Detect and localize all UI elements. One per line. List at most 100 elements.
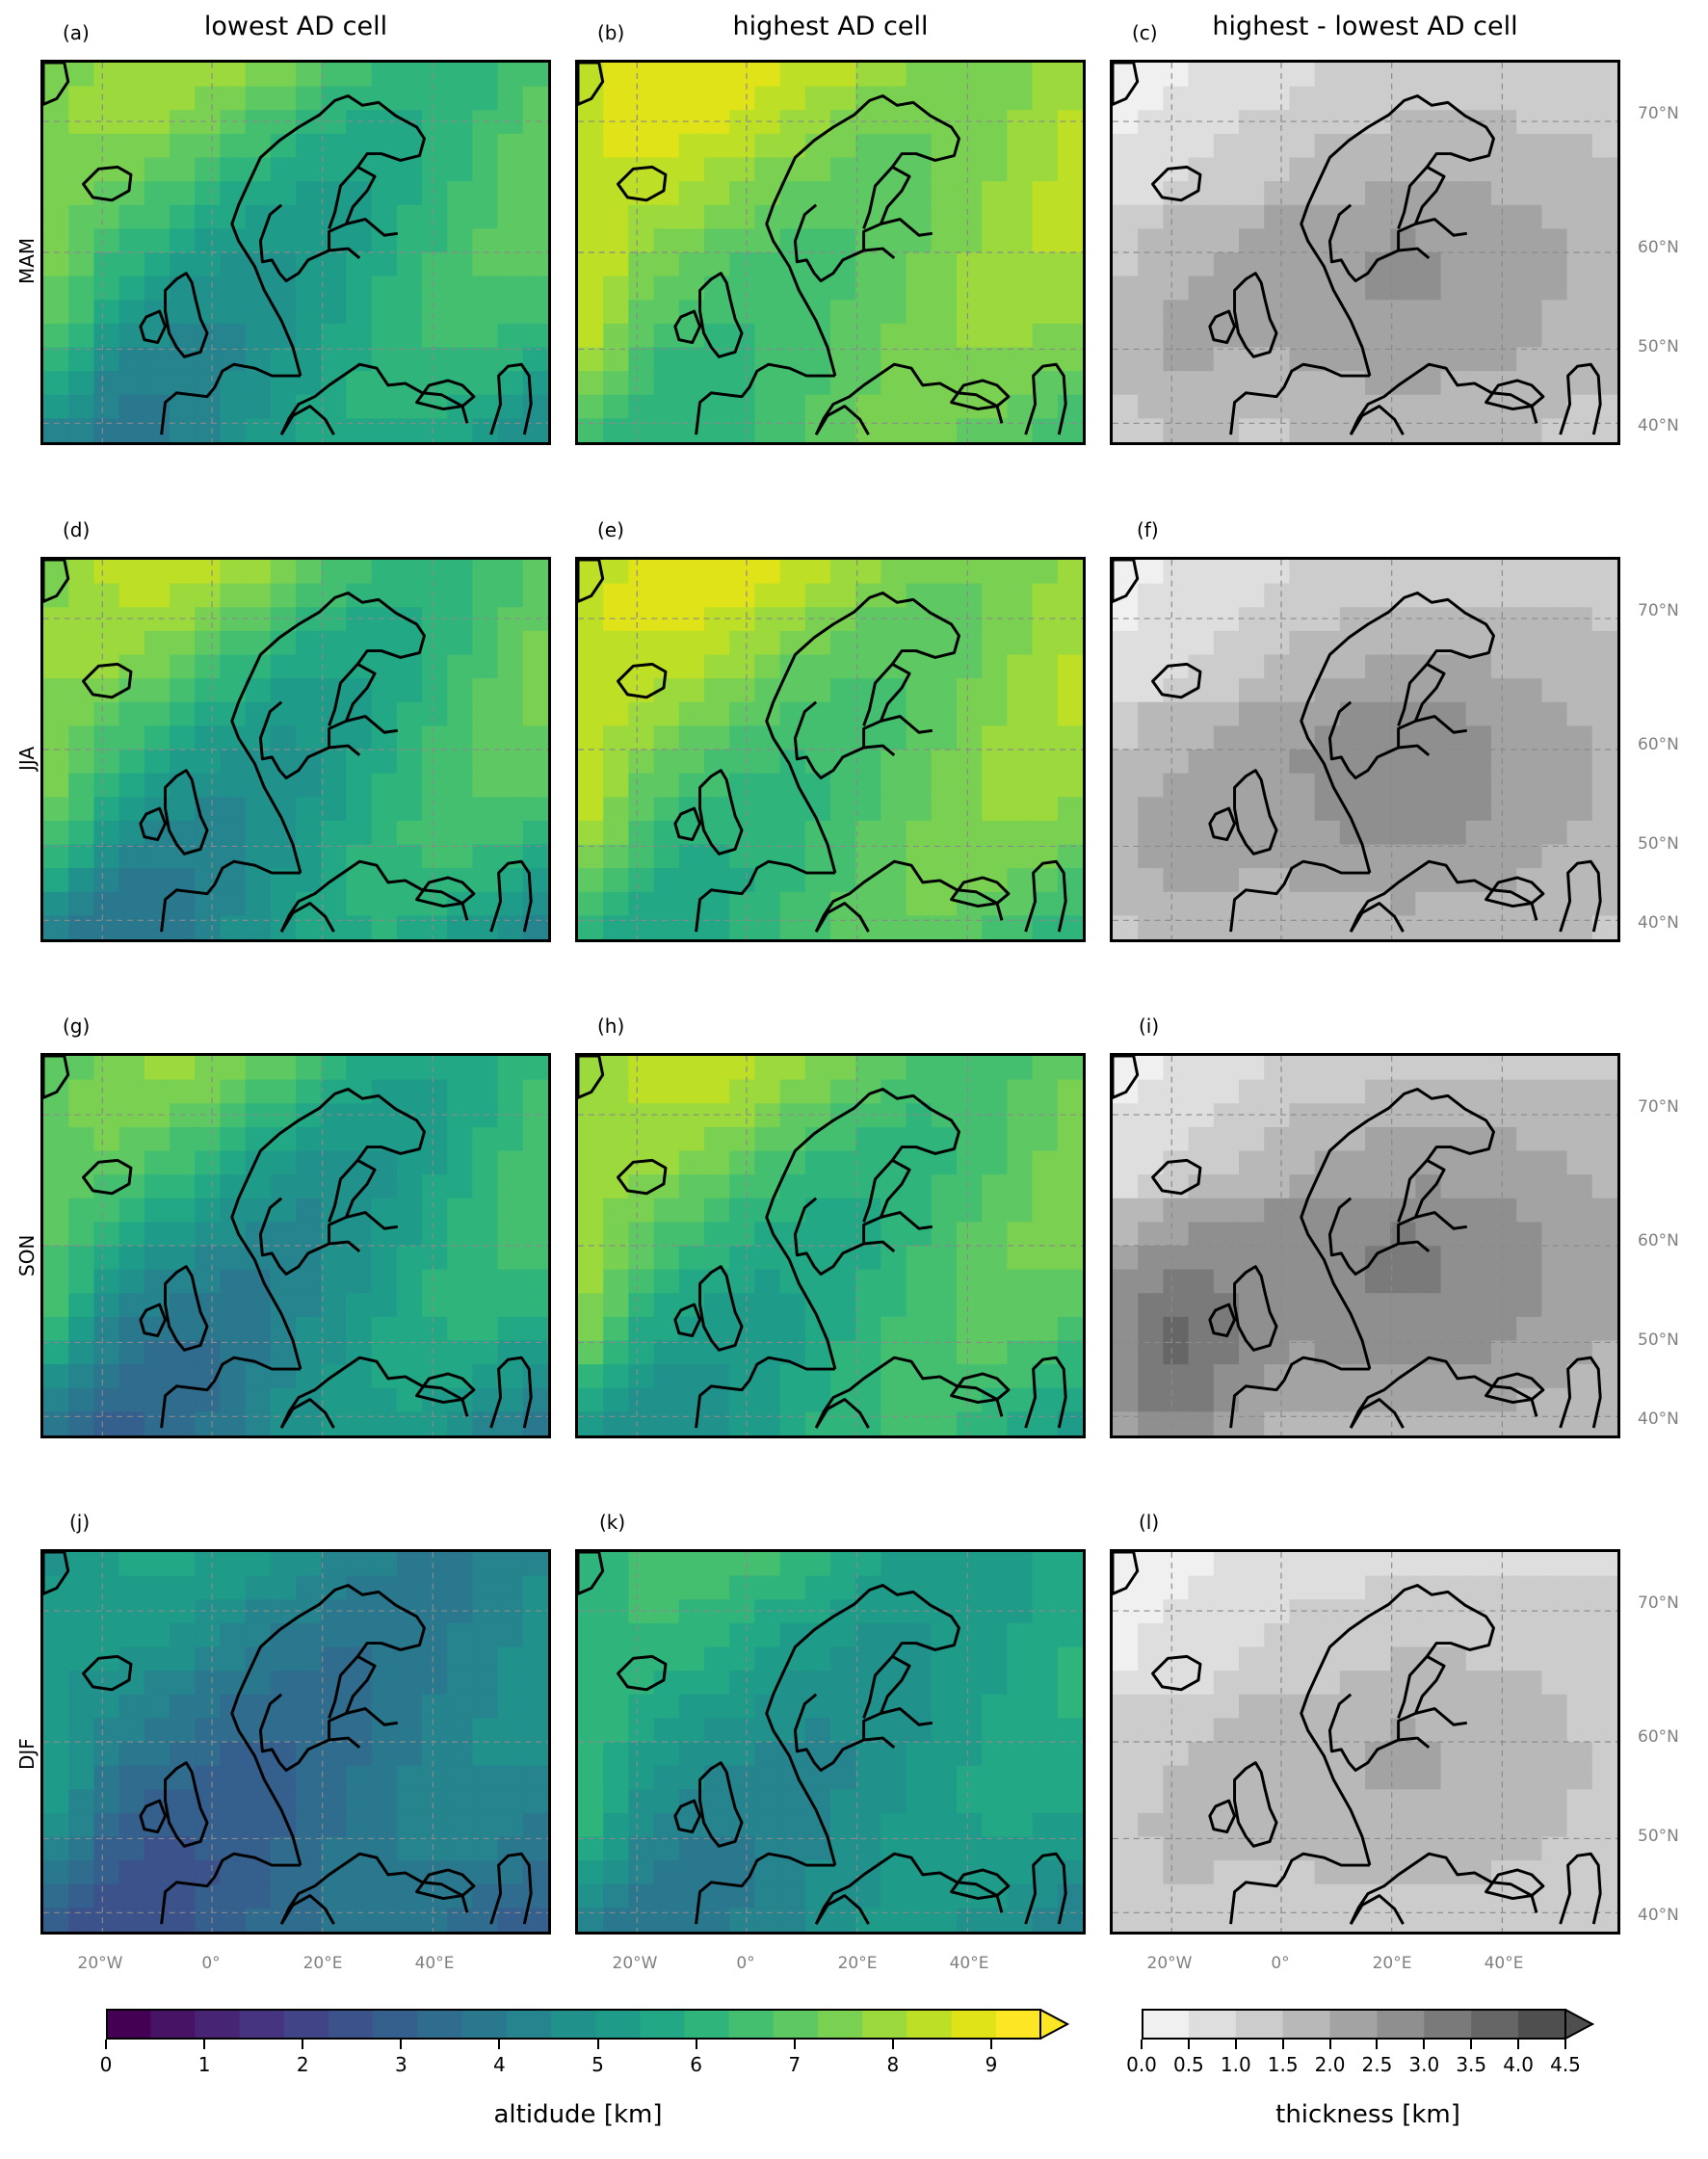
heatmap-cell [1415,607,1442,632]
coastline [328,1159,398,1253]
heatmap-cell [1239,1742,1265,1767]
heatmap-cell [93,1812,120,1837]
lon-label-20w: 20°W [612,1954,658,1973]
heatmap-cell [220,1293,247,1318]
heatmap-cell [1188,1387,1215,1412]
heatmap-cell [830,820,856,845]
heatmap-cell [1516,583,1542,608]
heatmap-cell [1516,1789,1542,1814]
heatmap-cell [170,891,196,916]
heatmap-cell [43,1646,69,1672]
heatmap-cell [447,1079,473,1104]
heatmap-cell [855,1269,881,1294]
heatmap-cell [704,1293,730,1318]
heatmap-cell [578,701,604,726]
colorbar-tick-mark [400,2040,403,2049]
heatmap-cell [93,418,120,442]
coastline [328,1655,398,1750]
heatmap-cell [1188,1860,1215,1885]
heatmap-cell [1591,820,1617,845]
heatmap-cell [754,1908,781,1932]
heatmap-cell [296,654,322,679]
heatmap-cell [522,607,548,632]
heatmap-cell [653,560,680,585]
heatmap-cell [472,1812,499,1837]
heatmap-cell [396,1198,423,1223]
heatmap-cell [472,1694,499,1719]
heatmap-cell [653,276,680,301]
heatmap-cell [497,1150,524,1175]
colorbar-tick-mark [498,2040,501,2049]
heatmap-cell [1213,725,1240,750]
heatmap-cell [1264,1126,1290,1151]
heatmap-cell [1591,1789,1617,1814]
coastline [1233,769,1278,856]
heatmap-cell [1032,583,1059,608]
heatmap-cell [1213,1222,1240,1247]
heatmap-cell [1491,252,1517,277]
heatmap-cell [270,347,297,372]
heatmap-cell [296,1646,322,1672]
heatmap-cell [1516,1340,1542,1365]
heatmap-cell [1138,1198,1164,1223]
heatmap-cell [1007,1599,1034,1624]
heatmap-cell [578,891,604,916]
heatmap-cell [754,347,781,372]
heatmap-cell [1491,63,1517,88]
heatmap-cell [321,1411,347,1435]
heatmap-cell [447,701,473,726]
heatmap-cell [704,1575,730,1600]
heatmap-cell [1365,1174,1391,1199]
heatmap-cell [371,252,398,277]
heatmap-cell [195,204,221,229]
heatmap-cell [1138,1387,1164,1412]
heatmap-cell [653,86,680,111]
coastline [695,362,1067,435]
heatmap-cell [603,323,629,348]
heatmap-cell [472,1316,499,1341]
heatmap-cell [931,773,958,798]
heatmap-cell [830,1340,856,1365]
heatmap-cell [704,1103,730,1128]
heatmap-cell [220,1883,247,1909]
heatmap-cell [779,1812,806,1837]
heatmap-cell [653,1552,680,1577]
heatmap-cell [346,347,373,372]
heatmap-cell [1365,1694,1391,1719]
heatmap-cell [906,1364,933,1389]
heatmap-cell [1541,371,1568,396]
heatmap-cell [1213,1575,1240,1600]
heatmap-cell [1365,844,1391,869]
heatmap-svg [578,1056,1083,1435]
heatmap-cell [578,1103,604,1128]
heatmap-cell [578,868,604,893]
heatmap-cell [729,1883,755,1909]
heatmap-cell [603,868,629,893]
heatmap-cell [1057,1103,1083,1128]
heatmap-cell [1566,844,1593,869]
heatmap-cell [220,583,247,608]
heatmap-cell [1415,63,1442,88]
coastline [673,1303,702,1338]
heatmap-cell [1163,1789,1190,1814]
heatmap-cell [1415,915,1442,939]
lon-label-20w: 20°W [1146,1954,1193,1973]
heatmap-cell [1339,1174,1366,1199]
heatmap-cell [1541,1079,1568,1104]
heatmap-cell [957,1742,983,1767]
heatmap-cell [1057,820,1083,845]
heatmap-cell [220,1836,247,1861]
heatmap-cell [957,418,983,442]
heatmap-cell [68,1765,94,1790]
heatmap-cell [1591,300,1617,325]
heatmap-cell [957,1552,983,1577]
heatmap-cell [1566,820,1593,845]
heatmap-cell [296,133,322,158]
heatmap-cell [1440,204,1467,229]
heatmap-cell [1239,868,1265,893]
heatmap-cell [855,1836,881,1861]
heatmap-cell [1541,1552,1568,1577]
heatmap-cell [472,1103,499,1128]
colorbar-tick-label: 4.5 [1550,2053,1581,2076]
heatmap-cell [1440,1908,1467,1932]
